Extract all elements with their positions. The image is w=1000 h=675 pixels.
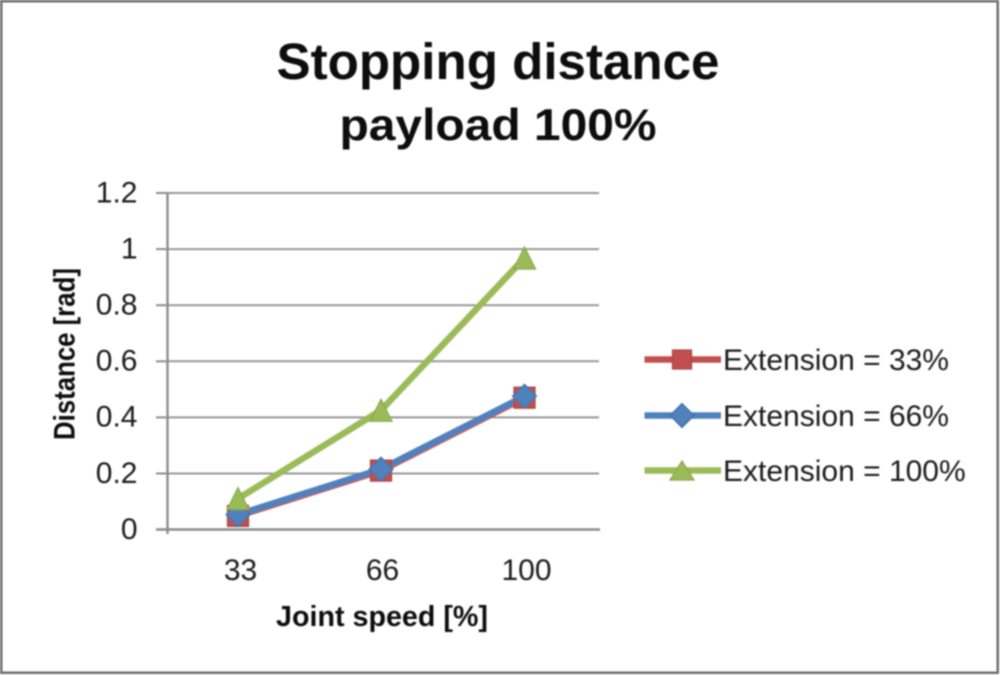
svg-text:Stopping distance: Stopping distance: [277, 33, 720, 90]
svg-text:Extension = 100%: Extension = 100%: [723, 455, 966, 488]
svg-text:1: 1: [121, 232, 138, 265]
svg-text:0: 0: [121, 513, 138, 546]
svg-text:66: 66: [366, 554, 399, 587]
svg-text:Distance [rad]: Distance [rad]: [49, 268, 82, 440]
svg-text:Extension = 66%: Extension = 66%: [723, 400, 949, 433]
svg-text:0.8: 0.8: [96, 289, 138, 322]
svg-text:33: 33: [224, 554, 257, 587]
svg-text:Extension = 33%: Extension = 33%: [723, 344, 949, 377]
svg-text:Joint speed [%]: Joint speed [%]: [276, 601, 488, 633]
svg-text:0.6: 0.6: [96, 345, 138, 378]
svg-text:100: 100: [501, 554, 551, 587]
svg-text:payload 100%: payload 100%: [340, 101, 657, 150]
svg-text:1.2: 1.2: [96, 176, 138, 209]
svg-text:0.4: 0.4: [96, 401, 138, 434]
svg-text:0.2: 0.2: [96, 457, 138, 490]
